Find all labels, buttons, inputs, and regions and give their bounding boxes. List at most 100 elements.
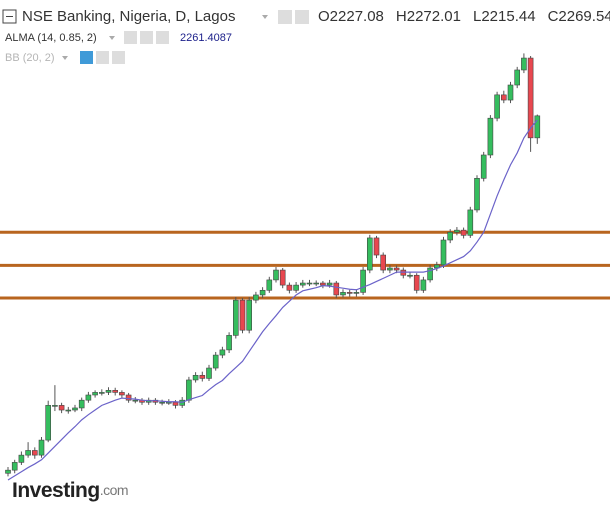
candle-body [273, 269, 279, 281]
candle-body [507, 84, 514, 101]
candle-body [172, 401, 179, 406]
candle-body [119, 392, 125, 396]
watermark: Investing.com [12, 479, 128, 502]
candle-body [85, 394, 92, 401]
candle-body [413, 274, 420, 291]
candle-body [166, 401, 172, 404]
candle-body [514, 69, 521, 86]
candle-body [206, 367, 212, 379]
candle-body [11, 462, 18, 471]
candle-body [212, 354, 219, 369]
candle-body [52, 405, 58, 407]
eye-icon[interactable] [124, 31, 137, 44]
candle-body [219, 349, 226, 356]
candle-body [407, 274, 413, 277]
candle-body [65, 409, 72, 412]
candle-body [340, 292, 346, 296]
candle-body [186, 379, 192, 401]
candle-body [78, 399, 85, 409]
candle-body [454, 229, 460, 233]
ohlc-label: L [473, 8, 481, 25]
candle-body [320, 282, 326, 286]
candle-body [246, 299, 252, 331]
watermark-brand: Investing [12, 479, 100, 502]
candle-body [266, 279, 273, 291]
candle-body [233, 299, 239, 336]
eye-icon[interactable] [278, 10, 292, 24]
candle-body [460, 229, 467, 236]
candle-body [18, 454, 25, 463]
candle-body [58, 405, 65, 411]
candle-body [38, 439, 45, 456]
settings-icon[interactable] [295, 10, 309, 24]
candle-body [366, 237, 373, 271]
eye-icon[interactable] [80, 51, 93, 64]
legend-area: NSE Banking, Nigeria, D, Lagos O2227.08 H… [2, 8, 610, 502]
candle-body [447, 231, 454, 241]
candle-body [346, 292, 353, 294]
candle-body [521, 57, 527, 71]
candle-body [105, 390, 112, 393]
candle-body [534, 115, 541, 139]
candle-body [474, 178, 480, 211]
candle-body [259, 289, 266, 296]
settings-icon[interactable] [96, 51, 109, 64]
ohlc-value: 2227.08 [330, 8, 384, 25]
candle-body [192, 374, 199, 381]
candle-body [92, 392, 98, 396]
candle-body [132, 399, 139, 402]
candle-body [99, 392, 105, 394]
candle-body [279, 269, 286, 286]
title-icons [278, 10, 309, 24]
candle-body [500, 94, 507, 101]
candle-body [293, 284, 299, 291]
candle-body [31, 450, 38, 456]
candle-body [306, 282, 313, 285]
ohlc-label: C [548, 8, 559, 25]
candle-body [199, 374, 206, 379]
ohlc-label: O [318, 8, 330, 25]
candle-body [487, 117, 494, 156]
candle-body [440, 239, 447, 266]
dropdown-arrow[interactable] [109, 36, 115, 40]
candle-body [427, 267, 433, 281]
candle-body [467, 209, 474, 236]
candle-body [125, 394, 132, 401]
dropdown-arrow[interactable] [62, 56, 68, 60]
candle-body [112, 390, 118, 393]
candle-body [380, 254, 387, 271]
candle-body [299, 282, 306, 286]
candle-body [333, 282, 340, 296]
chart-title: NSE Banking, Nigeria, D, Lagos [22, 8, 235, 25]
candle-body [45, 405, 52, 441]
candle-body [494, 94, 500, 119]
indicator-value: 2261.4087 [180, 32, 232, 44]
ohlc-value: 2272.01 [407, 8, 461, 25]
plot-area [0, 53, 610, 481]
candle-body [226, 335, 232, 351]
candle-body [5, 469, 11, 474]
candle-body [313, 282, 320, 285]
settings-icon[interactable] [140, 31, 153, 44]
dropdown-arrow[interactable] [262, 15, 268, 19]
ohlc-value: 2215.44 [481, 8, 535, 25]
candle-body [25, 450, 31, 456]
candle-body [527, 57, 534, 139]
candle-body [239, 299, 246, 331]
candle-body [480, 154, 487, 179]
candle-body [72, 407, 78, 411]
candle-body [159, 401, 165, 404]
candle-body [373, 237, 380, 256]
watermark-suffix: .com [100, 482, 128, 498]
candle-body [420, 279, 427, 291]
indicator-name: BB (20, 2) [5, 52, 55, 64]
ohlc-values: O2227.08 H2272.01 L2215.44 C2269.54 [318, 8, 610, 25]
indicator-line [7, 119, 538, 481]
candle-body [393, 267, 400, 271]
close-icon[interactable] [156, 31, 169, 44]
ohlc-label: H [396, 8, 407, 25]
candle-body [253, 294, 259, 301]
indicator-name: ALMA (14, 0.85, 2) [5, 32, 97, 44]
close-icon[interactable] [112, 51, 125, 64]
